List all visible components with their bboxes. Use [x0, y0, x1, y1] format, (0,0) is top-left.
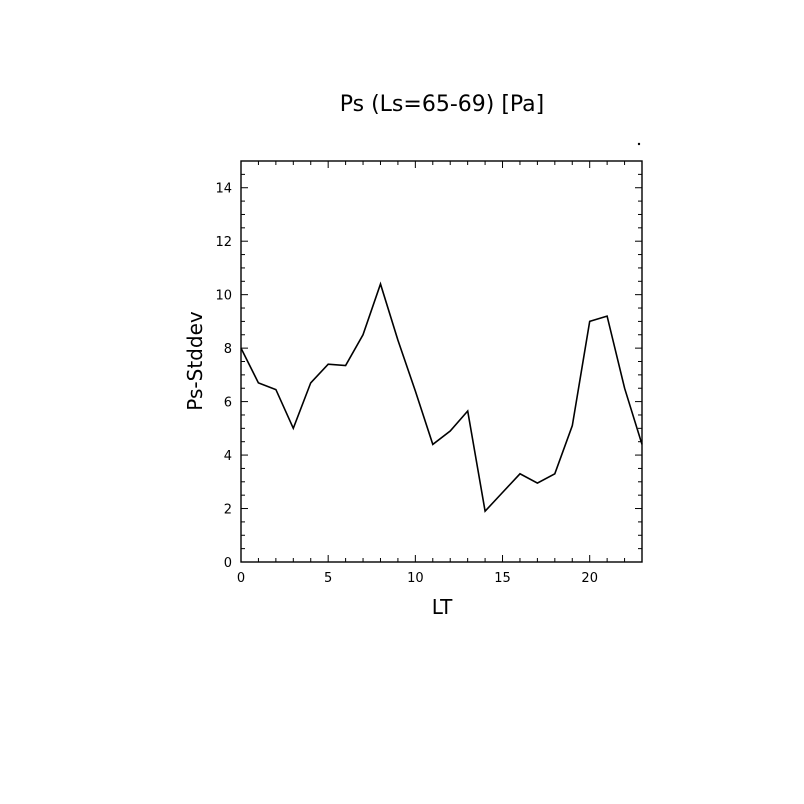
x-tick-label: 10 — [407, 571, 424, 586]
x-tick-label: 15 — [494, 571, 511, 586]
y-tick-label: 8 — [224, 342, 232, 357]
y-axis: 0 2 4 6 8 10 12 14 — [215, 160, 642, 571]
y-tick-label: 4 — [224, 449, 232, 464]
y-tick-label: 2 — [224, 503, 232, 518]
y-tick-label: 14 — [215, 182, 232, 197]
x-axis: 0 5 10 15 20 — [237, 161, 643, 586]
x-tick-label: 20 — [581, 571, 598, 586]
x-tick-label: 5 — [324, 571, 332, 586]
plot-frame — [240, 160, 643, 563]
x-tick-label: 0 — [237, 571, 245, 586]
y-tick-label: 10 — [215, 289, 232, 304]
chart-title: Ps (Ls=65-69) [Pa] — [340, 92, 545, 117]
series-layer — [240, 281, 643, 513]
series-line — [240, 281, 643, 513]
x-axis-label: LT — [432, 595, 453, 619]
y-tick-label: 12 — [215, 235, 232, 250]
corner-dot — [637, 142, 641, 146]
y-tick-label: 6 — [224, 396, 232, 411]
y-tick-label: 0 — [224, 556, 232, 571]
y-axis-label: Ps-Stddev — [183, 311, 207, 411]
